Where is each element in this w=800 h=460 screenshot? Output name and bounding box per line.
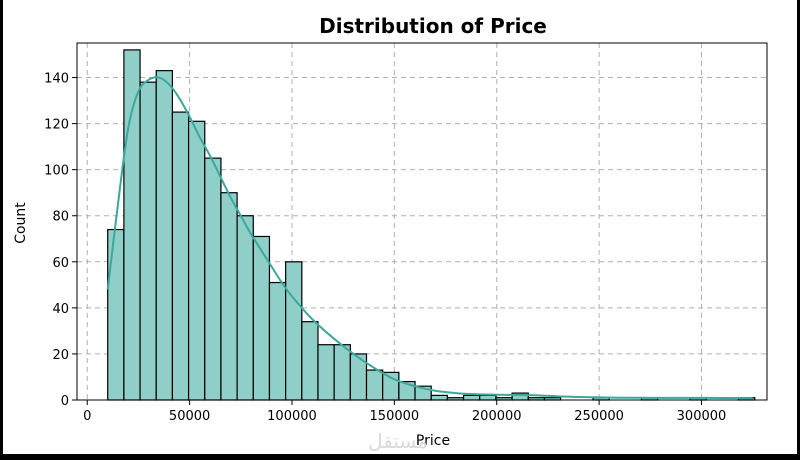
- y-tick-label: 100: [44, 164, 69, 179]
- y-tick-label: 20: [52, 348, 69, 363]
- x-tick-label: 200000: [472, 409, 522, 424]
- histogram-bar: [220, 192, 238, 401]
- histogram-bar: [236, 215, 254, 401]
- y-tick-label: 140: [44, 72, 69, 87]
- x-tick-label: 150000: [370, 409, 420, 424]
- histogram-bar: [285, 261, 303, 401]
- histogram-bar: [430, 394, 448, 401]
- x-axis-label: Price: [416, 433, 450, 449]
- histogram-bar: [462, 394, 481, 401]
- x-tick-label: 250000: [574, 409, 624, 424]
- histogram-bar: [107, 228, 125, 401]
- histogram-bar: [268, 281, 287, 401]
- y-tick-label: 0: [61, 394, 69, 409]
- x-tick-label: 100000: [267, 409, 317, 424]
- histogram-bar: [365, 369, 384, 401]
- histogram-bar: [333, 344, 351, 401]
- chart-title: Distribution of Price: [319, 14, 547, 38]
- histogram-bar: [155, 70, 174, 401]
- histogram-bar: [317, 344, 335, 401]
- y-tick-label: 120: [44, 118, 69, 133]
- kde-curve: [106, 76, 753, 400]
- histogram-bar: [123, 49, 141, 401]
- x-tick-label: 50000: [169, 409, 210, 424]
- watermark-text: مستقل: [368, 429, 428, 453]
- plot-area-border: [76, 42, 768, 401]
- x-axis-ticks: 0 50000 100000 150000 200000 250000 300000: [83, 400, 726, 424]
- histogram-bar: [301, 321, 319, 401]
- histogram-bar: [187, 120, 206, 401]
- y-axis-ticks: 0 20 40 60 80 100 120 140: [44, 72, 77, 409]
- x-tick-label: 0: [83, 409, 91, 424]
- y-tick-label: 40: [52, 302, 69, 317]
- histogram-chart: 0 50000 100000 150000 200000 250000 300000 0 20…: [3, 0, 797, 454]
- y-axis-label: Count: [13, 202, 29, 244]
- histogram-bar: [171, 111, 190, 401]
- y-tick-label: 80: [52, 210, 69, 225]
- histogram-bar: [139, 81, 157, 401]
- y-tick-label: 60: [52, 256, 69, 271]
- x-tick-label: 300000: [677, 409, 727, 424]
- histogram-bar: [479, 394, 497, 401]
- histogram-bar: [204, 157, 222, 401]
